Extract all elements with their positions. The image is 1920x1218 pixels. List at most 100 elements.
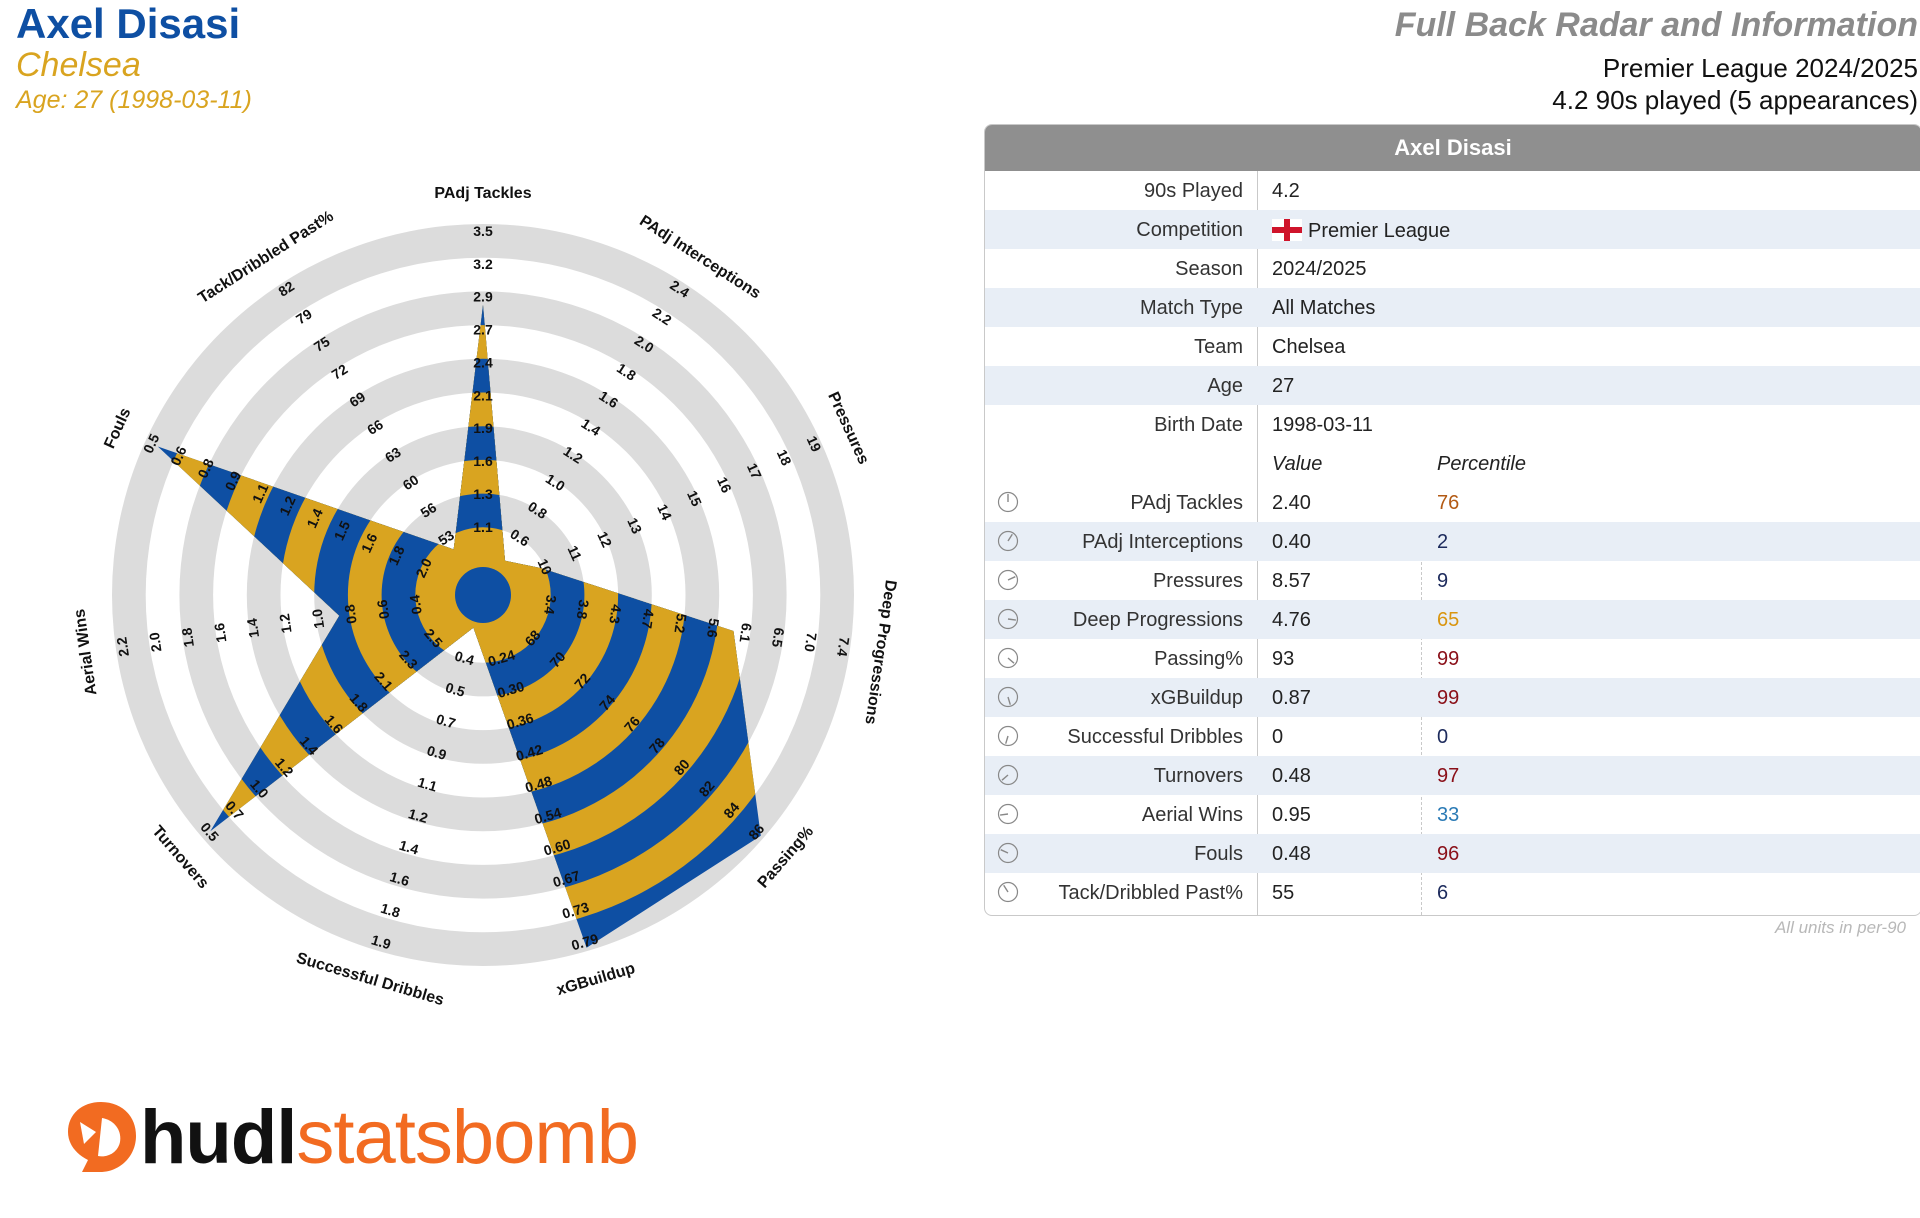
logo-wordmark: hudlstatsbomb: [140, 1094, 639, 1181]
stat-value: 0.48: [1272, 765, 1311, 787]
clock-dial-icon: [997, 725, 1019, 747]
radar-tick-label: 4.3: [606, 603, 625, 625]
stat-label: PAdj Interceptions: [1082, 531, 1243, 553]
clock-dial-icon: [997, 764, 1019, 786]
radar-tick-label: 69: [346, 388, 368, 410]
radar-tick-label: 0.5: [444, 679, 467, 700]
radar-tick-label: 0.48: [523, 773, 554, 796]
radar-tick-label: 60: [400, 471, 422, 493]
competition-text: Premier League: [1308, 220, 1451, 242]
stat-percentile: 6: [1437, 882, 1449, 904]
radar-tick-label: 1.4: [397, 837, 420, 858]
radar-tick-label: 0.73: [560, 899, 591, 922]
clock-dial-icon: [997, 491, 1019, 513]
radar-tick-label: 3.2: [473, 256, 493, 272]
radar-tick-label: 0.9: [425, 742, 448, 763]
stat-row: xGBuildup 0.87 99: [985, 678, 1920, 717]
stat-row: Aerial Wins 0.95 33: [985, 795, 1920, 834]
radar-tick-label: 1.6: [473, 453, 493, 469]
info-row: Season 2024/2025: [985, 249, 1920, 288]
radar-tick-label: 11: [565, 543, 586, 563]
radar-tick-label: 0.36: [505, 709, 536, 732]
radar-tick-label: 6.5: [769, 627, 788, 649]
clock-dial-icon: [997, 608, 1019, 630]
radar-tick-label: 1.4: [303, 506, 326, 531]
value-column-header: Value: [1272, 453, 1323, 475]
stat-value: 0.48: [1272, 843, 1311, 865]
radar-tick-label: 0.6: [167, 443, 190, 468]
stat-value: 93: [1272, 648, 1295, 670]
stat-label: Successful Dribbles: [1067, 726, 1243, 748]
radar-tick-label: 12: [594, 529, 615, 550]
radar-tick-label: 1.2: [276, 612, 295, 634]
radar-tick-label: 3.5: [473, 223, 493, 239]
radar-tick-label: 2.1: [473, 387, 493, 403]
info-value: 1998-03-11: [1272, 414, 1373, 436]
stat-label: xGBuildup: [1150, 687, 1243, 709]
radar-tick-label: 2.0: [412, 555, 435, 580]
info-row: Age 27: [985, 366, 1920, 405]
radar-tick-label: 0.7: [434, 711, 457, 732]
info-label: Competition: [1136, 219, 1243, 241]
radar-tick-label: 0.42: [514, 741, 545, 764]
radar-tick-label: 0.8: [194, 456, 217, 481]
radar-tick-label: 53: [435, 527, 457, 549]
radar-center: [455, 567, 511, 623]
radar-tick-label: 19: [804, 433, 825, 454]
info-value: Chelsea: [1272, 336, 1346, 358]
radar-tick-label: 1.5: [331, 518, 354, 543]
info-row: 90s Played 4.2: [985, 171, 1920, 210]
stat-label: Passing%: [1154, 648, 1243, 670]
radar-tick-label: 17: [744, 461, 765, 482]
radar-tick-label: 66: [364, 416, 386, 438]
stat-value: 0.40: [1272, 531, 1311, 553]
radar-tick-label: 1.3: [473, 486, 493, 502]
units-note: All units in per-90: [1774, 918, 1906, 937]
radar-tick-label: 1.9: [370, 931, 393, 952]
radar-tick-label: 0.54: [533, 804, 564, 827]
radar-tick-label: 63: [382, 444, 404, 466]
radar-tick-label: 1.1: [249, 481, 272, 506]
stat-value: 0.95: [1272, 804, 1311, 826]
radar-tick-label: 1.4: [243, 617, 262, 639]
radar-tick-label: 3.8: [574, 599, 593, 621]
stat-row: Passing% 93 99: [985, 639, 1920, 678]
radar-tick-label: 6.1: [736, 622, 755, 644]
clock-dial-icon: [997, 686, 1019, 708]
stat-percentile: 96: [1437, 843, 1460, 865]
radar-tick-label: 0.24: [486, 646, 517, 669]
radar-tick-label: 1.8: [385, 543, 408, 568]
radar-tick-label: 0.6: [374, 598, 393, 620]
radar-tick-label: 75: [311, 333, 333, 355]
radar-tick-label: 2.7: [473, 322, 493, 338]
radar-tick-label: 1.8: [178, 627, 197, 649]
radar-axis-label: Fouls: [101, 405, 134, 451]
clock-dial-icon: [997, 647, 1019, 669]
radar-tick-label: 5.2: [671, 613, 690, 635]
radar-tick-label: 1.0: [309, 608, 328, 630]
stat-percentile: 76: [1437, 492, 1460, 514]
clock-dial-icon: [997, 803, 1019, 825]
radar-axis-label: Pressures: [824, 390, 872, 468]
age-line: Age: 27 (1998-03-11): [16, 86, 252, 114]
clock-dial-icon: [997, 530, 1019, 552]
chart-title: Full Back Radar and Information: [1394, 6, 1918, 44]
radar-tick-label: 1.1: [473, 519, 493, 535]
stat-row: Deep Progressions 4.76 65: [985, 600, 1920, 639]
radar-tick-label: 5.6: [704, 617, 723, 639]
info-value: All Matches: [1272, 297, 1376, 319]
info-value: 4.2: [1272, 180, 1300, 202]
stat-row: PAdj Interceptions 0.40 2: [985, 522, 1920, 561]
radar-tick-label: 2.9: [473, 289, 493, 305]
percentile-column-header: Percentile: [1437, 453, 1526, 475]
radar-tick-label: 18: [774, 447, 795, 468]
radar-tick-label: 1.2: [276, 493, 299, 518]
stat-value: 4.76: [1272, 609, 1311, 631]
stat-percentile: 65: [1437, 609, 1460, 631]
stat-label: Pressures: [1152, 570, 1243, 592]
stat-value: 8.57: [1272, 570, 1311, 592]
info-value: 27: [1272, 375, 1295, 397]
info-row: Birth Date 1998-03-11: [985, 405, 1920, 444]
stat-percentile: 9: [1437, 570, 1449, 592]
radar-tick-label: 0.4: [453, 648, 476, 669]
